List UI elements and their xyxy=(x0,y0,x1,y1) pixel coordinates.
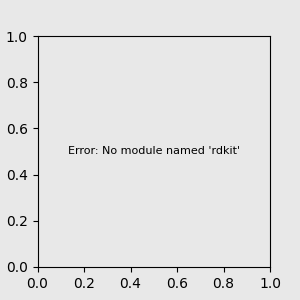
Text: Error: No module named 'rdkit': Error: No module named 'rdkit' xyxy=(68,146,240,157)
